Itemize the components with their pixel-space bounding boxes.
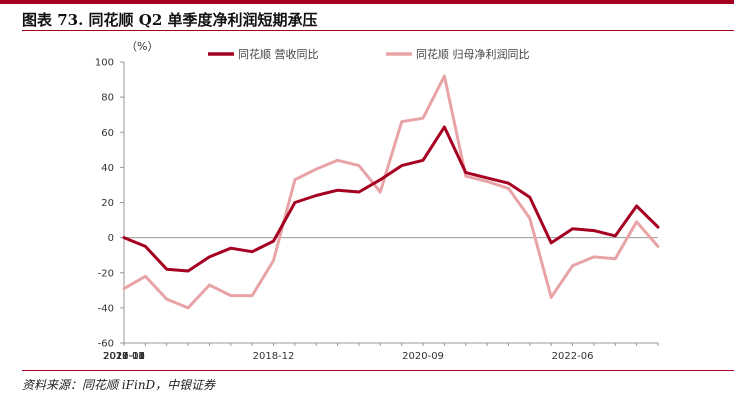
figure-title: 图表 73. 同花顺 Q2 单季度净利润短期承压 [22,11,318,29]
y-tick-label: 20 [101,198,114,209]
chart-legend: 同花顺 营收同比 同花顺 归母净利润同比 [208,47,530,61]
x-tick-label: 2020-02 [103,351,145,362]
top-accent-rule [0,0,734,4]
x-tick-label: 2018-05 [103,351,145,362]
title-bar: 图表 73. 同花顺 Q2 单季度净利润短期承压 [22,8,734,31]
x-tick-label: 2017-03 [103,351,145,362]
series-line-2 [122,74,660,310]
x-tick-label: 2017-10 [103,351,145,362]
y-tick-label: 80 [101,93,114,104]
x-tick-label: 2021-11 [103,351,145,362]
series-line-1 [122,125,660,273]
legend-label-2: 同花顺 归母净利润同比 [416,47,530,61]
tick-labels: 100806040200-20-40-602017-032017-102018-… [95,58,659,362]
chart-axes [123,62,658,344]
y-tick-label: -60 [98,339,114,350]
y-tick-label: 0 [108,233,114,244]
y-tick-label: 100 [95,58,114,69]
y-tick-label: -40 [98,303,114,314]
footer-rule [22,370,734,371]
x-tick-label: 2019-07 [103,351,145,362]
y-axis-unit-label: （%） [126,40,158,53]
legend-label-1: 同花顺 营收同比 [238,47,319,61]
x-tick-label: 2018-12 [253,351,295,362]
y-tick-label: -20 [98,268,114,279]
line-chart: （%） 同花顺 营收同比 同花顺 归母净利润同比 100 80 60 40 20 0 -20 -… [95,40,660,362]
x-tick-label: 2022-06 [552,351,594,362]
source-note: 资料来源：同花顺 iFinD，中银证券 [22,378,216,392]
y-tick-label: 60 [101,128,114,139]
x-tick-label: 2021-04 [103,351,145,362]
y-tick-label: 40 [101,163,114,174]
x-tick-label: 2023-01 [103,351,145,362]
x-tick-label: 2020-09 [402,351,444,362]
series-lines [122,74,660,310]
